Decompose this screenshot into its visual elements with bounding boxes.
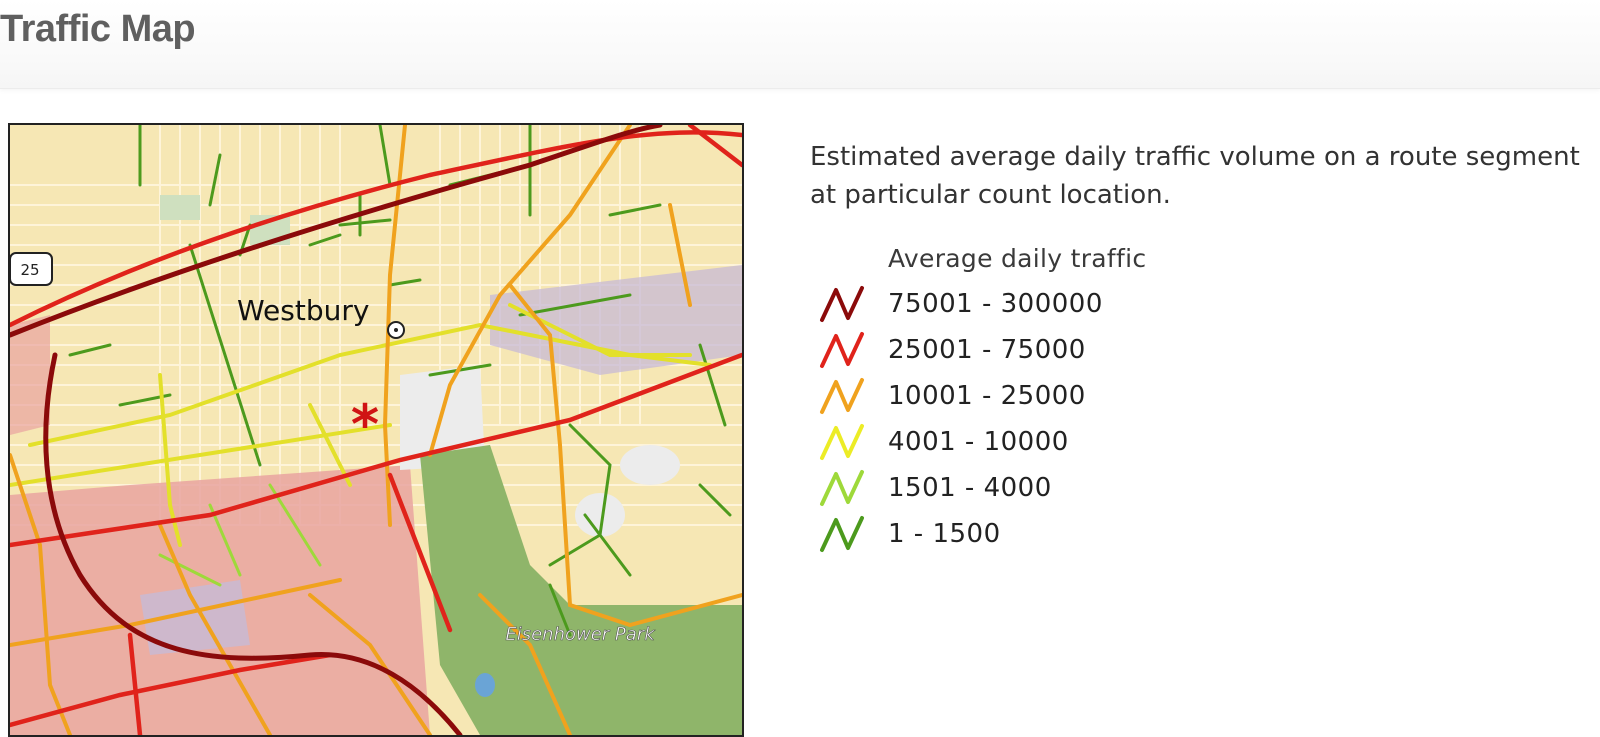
legend-item: 1 - 1500 [818, 511, 1146, 557]
legend-swatch-icon [820, 378, 864, 414]
commercial-area [10, 315, 50, 435]
count-location-icon[interactable]: * [351, 393, 379, 456]
open-area [620, 445, 680, 485]
roads-75001-300000[interactable] [10, 125, 663, 735]
legend-item: 1501 - 4000 [818, 465, 1146, 511]
roads-25001-75000[interactable] [10, 125, 742, 735]
page-header: Traffic Map [0, 0, 1600, 89]
legend-swatch-icon [820, 470, 864, 506]
legend-item: 75001 - 300000 [818, 281, 1146, 327]
legend-item-label: 1501 - 4000 [888, 473, 1052, 503]
legend-item: 25001 - 75000 [818, 327, 1146, 373]
legend-title: Average daily traffic [888, 244, 1147, 273]
pond [475, 673, 495, 697]
legend-swatch-icon [820, 332, 864, 368]
roads-1501-4000[interactable] [158, 483, 322, 587]
route-shield: 25 [10, 252, 53, 286]
legend-item: 4001 - 10000 [818, 419, 1146, 465]
legend-items: 75001 - 300000 25001 - 75000 10001 - 25000… [818, 281, 1146, 557]
route-shield-number: 25 [20, 261, 39, 279]
legend-item-label: 1 - 1500 [888, 519, 1001, 549]
roads-4001-10000[interactable] [10, 303, 712, 547]
page-title: Traffic Map [0, 8, 196, 50]
legend-item: 10001 - 25000 [818, 373, 1146, 419]
legend-swatch-icon [820, 424, 864, 460]
park-label: Eisenhower Park [505, 624, 656, 645]
traffic-legend: Average daily traffic 75001 - 300000 2500… [818, 244, 1146, 557]
map-description: Estimated average daily traffic volume o… [810, 142, 1580, 210]
legend-item-label: 75001 - 300000 [888, 289, 1103, 319]
roads-10001-25000[interactable] [10, 125, 742, 735]
legend-swatch-icon [820, 516, 864, 552]
legend-item-label: 10001 - 25000 [888, 381, 1086, 411]
legend-swatch-icon [820, 286, 864, 322]
green-patch [160, 195, 200, 220]
traffic-map[interactable]: 25 * Westbury Eisenhower Park [8, 123, 744, 737]
open-area [575, 493, 625, 537]
town-label: Westbury [237, 294, 369, 327]
eisenhower-park [420, 445, 742, 735]
industrial-area [140, 580, 250, 655]
legend-item-label: 25001 - 75000 [888, 335, 1086, 365]
station-marker-dot [394, 328, 398, 332]
map-canvas[interactable]: 25 * Westbury Eisenhower Park [10, 125, 742, 735]
legend-item-label: 4001 - 10000 [888, 427, 1069, 457]
